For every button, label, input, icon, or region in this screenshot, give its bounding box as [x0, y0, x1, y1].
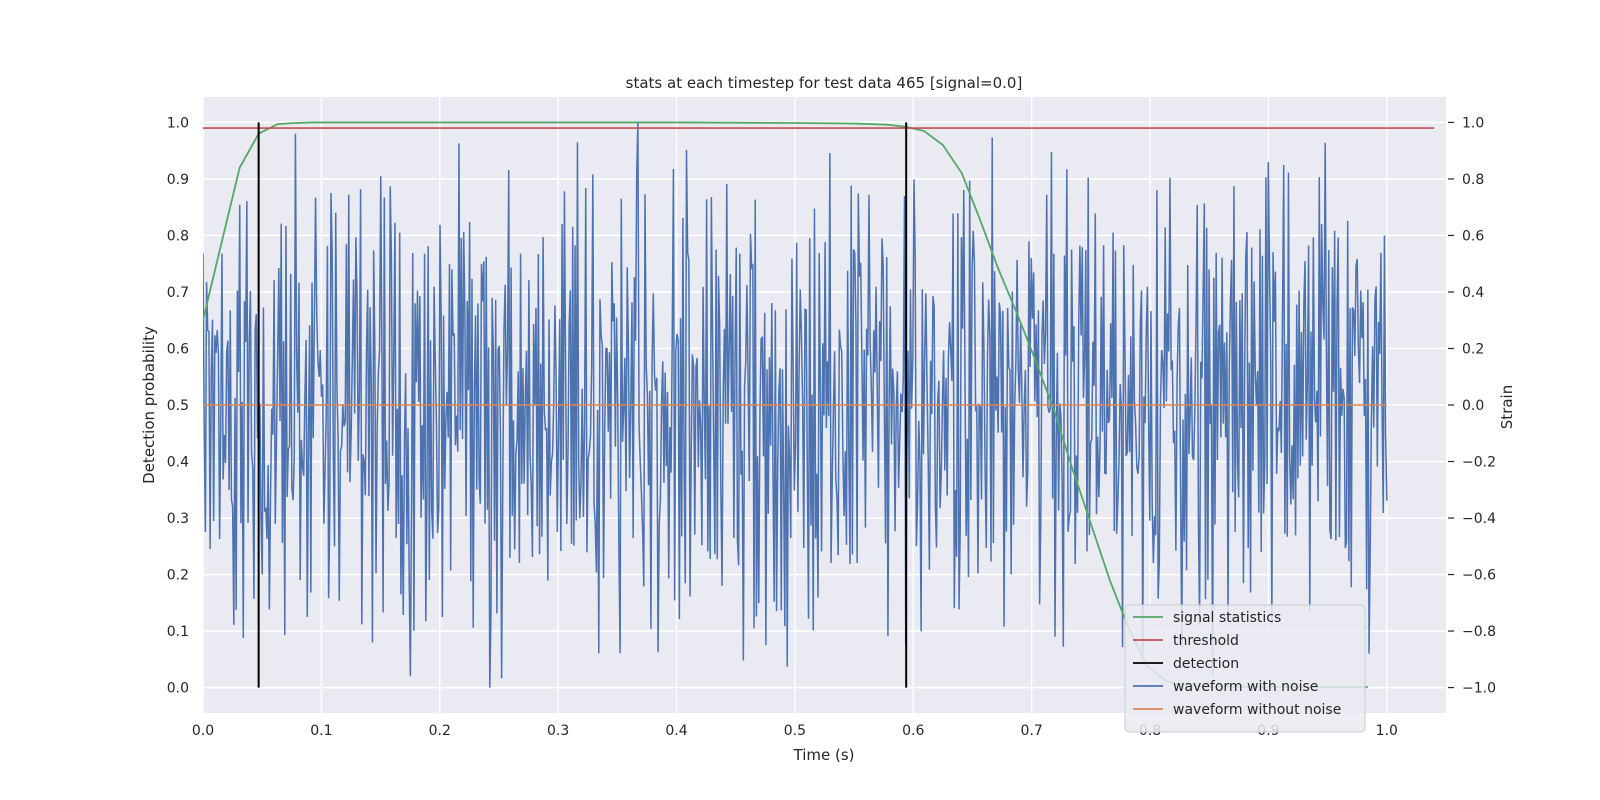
y-tick-label: 1.0 — [167, 115, 189, 131]
y2-tick-label: −0.8 — [1462, 624, 1496, 640]
y-tick-label: 0.5 — [167, 398, 189, 414]
y2-tick-labels: −1.0 −0.8 −0.6 −0.4 −0.2 0.0 0.2 0.4 0.6 0.8 1.0 — [1448, 115, 1496, 697]
y2-tick-label: 0.6 — [1462, 228, 1484, 244]
legend-label: waveform without noise — [1173, 702, 1341, 718]
y2-tick-label: −0.4 — [1462, 511, 1496, 527]
x-tick-label: 0.1 — [310, 723, 332, 739]
legend: signal statistics threshold detection wavef… — [1124, 604, 1366, 733]
legend-label: detection — [1173, 656, 1239, 672]
y-tick-label: 0.9 — [167, 172, 189, 188]
y-tick-labels: 0.0 0.1 0.2 0.3 0.4 0.5 0.6 0.7 0.8 0.9 1.0 — [167, 115, 189, 696]
y2-tick-label: 1.0 — [1462, 115, 1484, 131]
x-tick-label: 0.3 — [547, 723, 569, 739]
y2-tick-label: 0.2 — [1462, 341, 1484, 357]
x-tick-label: 0.4 — [665, 723, 687, 739]
x-tick-label: 0.7 — [1021, 723, 1043, 739]
y2-tick-label: 0.4 — [1462, 285, 1484, 301]
y-tick-label: 0.8 — [167, 228, 189, 244]
y-tick-label: 0.6 — [167, 341, 189, 357]
y2-tick-label: −0.6 — [1462, 568, 1496, 584]
chart-title: stats at each timestep for test data 465… — [626, 74, 1023, 92]
y2-tick-label: −1.0 — [1462, 681, 1496, 697]
x-tick-label: 0.5 — [784, 723, 806, 739]
y-tick-label: 0.3 — [167, 511, 189, 527]
y-tick-label: 0.2 — [167, 568, 189, 584]
x-tick-label: 0.6 — [902, 723, 924, 739]
y2-tick-label: 0.8 — [1462, 172, 1484, 188]
legend-label: waveform with noise — [1173, 679, 1318, 695]
x-tick-label: 1.0 — [1376, 723, 1398, 739]
x-tick-label: 0.0 — [192, 723, 214, 739]
legend-label: threshold — [1173, 633, 1239, 649]
x-axis-label: Time (s) — [793, 746, 855, 764]
y-tick-label: 0.0 — [167, 681, 189, 697]
y-tick-label: 0.7 — [167, 285, 189, 301]
x-tick-label: 0.2 — [429, 723, 451, 739]
y2-tick-label: −0.2 — [1462, 455, 1496, 471]
y-axis-label: Detection probability — [140, 326, 158, 484]
y-tick-label: 0.4 — [167, 455, 189, 471]
waveform-with-noise-line — [203, 122, 1388, 688]
y-tick-label: 0.1 — [167, 624, 189, 640]
legend-box — [1124, 604, 1366, 733]
y2-axis-label: Strain — [1498, 385, 1516, 429]
y2-tick-label: 0.0 — [1462, 398, 1484, 414]
legend-label: signal statistics — [1173, 610, 1281, 626]
